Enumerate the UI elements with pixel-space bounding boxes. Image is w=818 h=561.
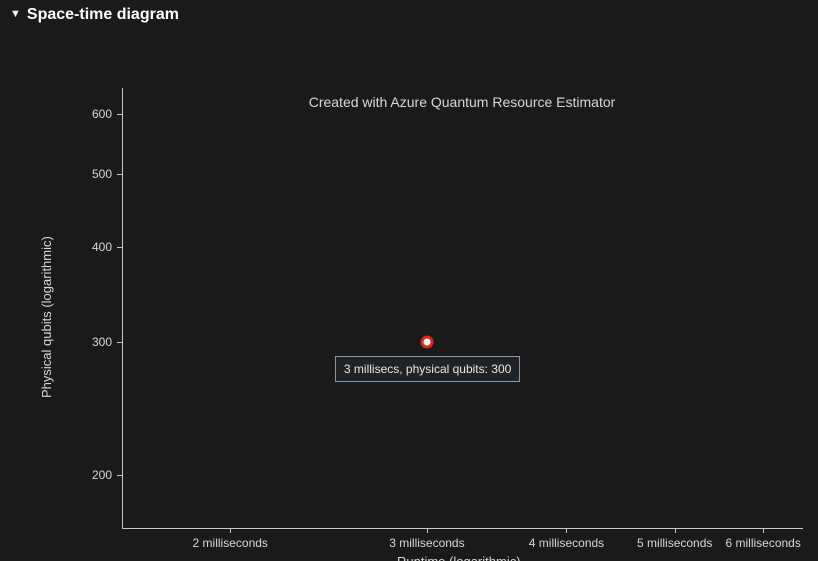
x-tick-label: 3 milliseconds [389,536,464,550]
chart-container: Created with Azure Quantum Resource Esti… [0,28,818,558]
x-tick-label: 6 milliseconds [725,536,800,550]
x-tick-mark [427,528,428,533]
y-tick-label: 400 [82,240,112,254]
y-tick-mark [117,475,122,476]
y-tick-mark [117,114,122,115]
y-tick-label: 600 [82,107,112,121]
x-tick-mark [763,528,764,533]
panel-title: Space-time diagram [27,6,179,24]
panel-header[interactable]: ▼ Space-time diagram [0,0,818,28]
x-tick-label: 2 milliseconds [193,536,268,550]
y-tick-mark [117,342,122,343]
x-tick-mark [230,528,231,533]
x-axis-title: Runtime (logarithmic) [397,554,521,561]
y-tick-label: 200 [82,468,112,482]
x-tick-label: 5 milliseconds [637,536,712,550]
x-tick-label: 4 milliseconds [529,536,604,550]
y-tick-label: 300 [82,335,112,349]
data-point-core [423,338,430,345]
plot-area[interactable] [122,88,803,529]
collapse-triangle-icon[interactable]: ▼ [10,8,21,20]
tooltip: 3 millisecs, physical qubits: 300 [335,356,520,382]
x-tick-mark [675,528,676,533]
chart-title: Created with Azure Quantum Resource Esti… [182,94,742,110]
y-axis-title: Physical qubits (logarithmic) [39,236,54,398]
y-tick-mark [117,174,122,175]
x-tick-mark [566,528,567,533]
y-tick-label: 500 [82,167,112,181]
y-tick-mark [117,247,122,248]
